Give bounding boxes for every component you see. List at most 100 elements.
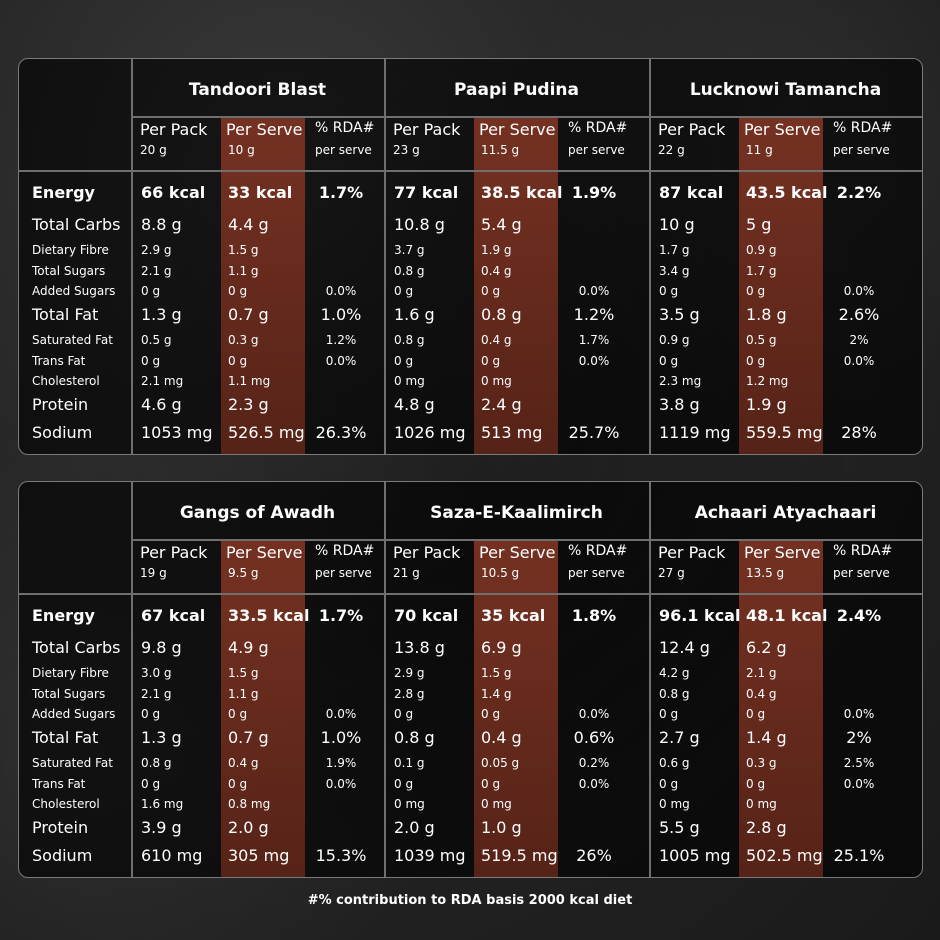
per-serve-value: 0.7 g [228, 728, 269, 747]
nutrient-label: Total Carbs [32, 638, 121, 657]
per-serve-value: 1.5 g [228, 243, 259, 257]
per-serve-highlight [474, 539, 558, 877]
per-pack-value: 5.5 g [659, 818, 700, 837]
per-serve-value: 0.9 g [746, 243, 777, 257]
nutrient-label: Added Sugars [32, 284, 116, 298]
rda-value: 0.0% [843, 707, 875, 721]
per-serve-value: 5.4 g [481, 215, 522, 234]
per-serve-value: 6.2 g [746, 638, 787, 657]
rda-header: % RDA# [568, 120, 628, 136]
divider-line [131, 59, 133, 454]
per-pack-value: 0 g [141, 777, 161, 791]
serve-weight: 11.5 g [481, 143, 520, 157]
per-serve-value: 0 g [481, 354, 501, 368]
per-serve-header: Per Serve [226, 120, 303, 139]
per-pack-value: 0 mg [394, 374, 425, 388]
per-serve-value: 2.1 g [746, 666, 777, 680]
per-pack-value: 0 g [141, 284, 161, 298]
rda-value: 1.2% [325, 333, 357, 347]
rda-value: 0.0% [325, 284, 357, 298]
per-pack-value: 0.6 g [659, 756, 690, 770]
per-serve-value: 1.0 g [481, 818, 522, 837]
per-pack-value: 0 g [141, 354, 161, 368]
per-pack-value: 3.7 g [394, 243, 425, 257]
per-serve-value: 1.9 g [746, 395, 787, 414]
per-serve-value: 0.05 g [481, 756, 520, 770]
per-serve-value: 0.7 g [228, 305, 269, 324]
rda-subheader: per serve [568, 566, 625, 580]
per-pack-value: 2.8 g [394, 687, 425, 701]
per-serve-value: 5 g [746, 215, 772, 234]
per-pack-value: 10.8 g [394, 215, 445, 234]
nutrient-label: Total Carbs [32, 215, 121, 234]
pack-weight: 27 g [658, 566, 685, 580]
per-serve-value: 1.5 g [228, 666, 259, 680]
per-pack-value: 66 kcal [141, 183, 206, 202]
per-pack-value: 0 g [659, 777, 679, 791]
per-serve-value: 0.4 g [746, 687, 777, 701]
per-pack-header: Per Pack [393, 543, 461, 562]
per-pack-value: 87 kcal [659, 183, 724, 202]
per-serve-value: 559.5 mg [746, 423, 823, 442]
per-serve-highlight [474, 116, 558, 454]
per-serve-value: 0.3 g [746, 756, 777, 770]
rda-value: 1.8% [571, 606, 617, 625]
per-pack-value: 2.1 g [141, 264, 172, 278]
divider-line [131, 482, 133, 877]
per-serve-header: Per Serve [226, 543, 303, 562]
nutrient-label: Sodium [32, 846, 93, 865]
nutrient-label: Dietary Fibre [32, 666, 109, 680]
rda-value: 1.7% [318, 183, 364, 202]
per-pack-value: 2.1 mg [141, 374, 184, 388]
per-pack-value: 1.6 g [394, 305, 435, 324]
per-serve-value: 0 mg [746, 797, 777, 811]
nutrient-label: Total Fat [32, 305, 99, 324]
divider-line [19, 593, 922, 595]
rda-subheader: per serve [315, 143, 372, 157]
nutrient-label: Energy [32, 183, 95, 202]
per-pack-value: 10 g [659, 215, 695, 234]
per-serve-value: 502.5 mg [746, 846, 823, 865]
per-pack-value: 0 g [659, 707, 679, 721]
per-pack-value: 2.7 g [659, 728, 700, 747]
per-serve-value: 0.4 g [481, 264, 512, 278]
per-serve-value: 4.9 g [228, 638, 269, 657]
rda-value: 25.7% [568, 423, 620, 442]
nutrient-label: Saturated Fat [32, 333, 113, 347]
nutrient-label: Added Sugars [32, 707, 116, 721]
per-pack-value: 0.8 g [394, 333, 425, 347]
per-pack-value: 67 kcal [141, 606, 206, 625]
nutrient-label: Total Sugars [32, 264, 106, 278]
rda-header: % RDA# [568, 543, 628, 559]
rda-value: 0.0% [325, 707, 357, 721]
per-serve-value: 2.0 g [228, 818, 269, 837]
nutrient-label: Trans Fat [32, 354, 86, 368]
serve-weight: 10 g [228, 143, 255, 157]
per-serve-value: 1.8 g [746, 305, 787, 324]
product-name: Paapi Pudina [454, 80, 579, 100]
per-serve-highlight [221, 116, 305, 454]
divider-line [19, 170, 922, 172]
rda-value: 0.2% [578, 756, 610, 770]
per-serve-value: 0.4 g [481, 333, 512, 347]
per-pack-value: 610 mg [141, 846, 203, 865]
per-serve-value: 0 g [481, 284, 501, 298]
serve-weight: 9.5 g [228, 566, 259, 580]
per-pack-value: 1005 mg [659, 846, 731, 865]
product-name: Tandoori Blast [188, 80, 327, 100]
per-serve-value: 0 g [228, 284, 248, 298]
per-serve-value: 0.8 g [481, 305, 522, 324]
per-serve-value: 38.5 kcal [481, 183, 563, 202]
per-serve-value: 305 mg [228, 846, 290, 865]
rda-value: 0.0% [325, 354, 357, 368]
per-serve-value: 1.1 g [228, 264, 259, 278]
rda-value: 1.7% [578, 333, 610, 347]
per-pack-value: 3.8 g [659, 395, 700, 414]
per-serve-value: 0 g [746, 284, 766, 298]
per-pack-value: 3.9 g [141, 818, 182, 837]
per-serve-value: 48.1 kcal [746, 606, 828, 625]
per-serve-value: 0 g [228, 707, 248, 721]
rda-header: % RDA# [315, 120, 375, 136]
per-serve-highlight [739, 539, 823, 877]
divider-line [131, 539, 922, 541]
